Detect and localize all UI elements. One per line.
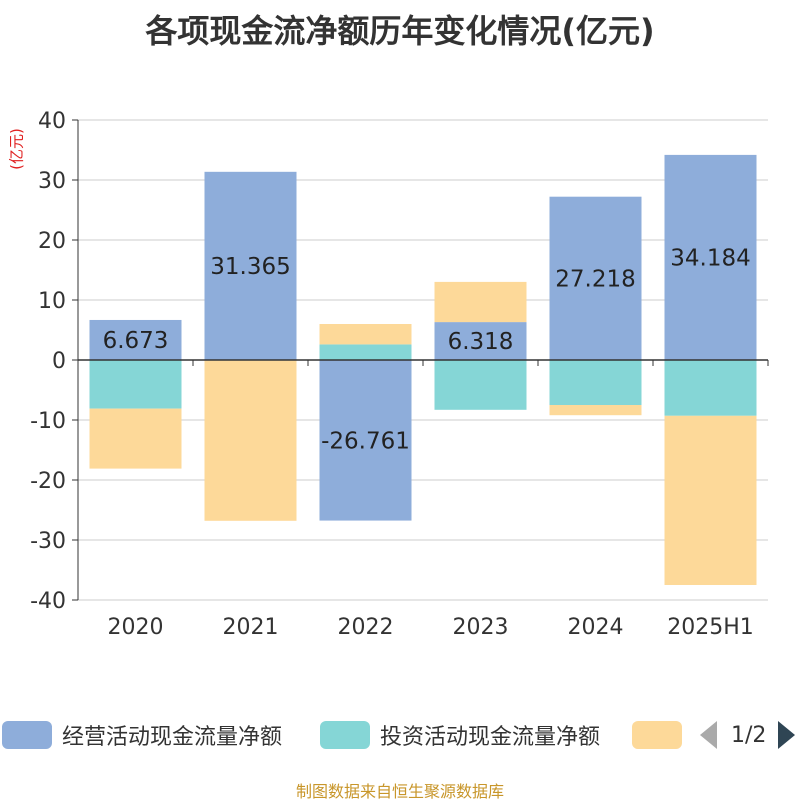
bar-series-0-2022[interactable] [319,360,412,521]
legend-swatch-financing [632,721,682,749]
bar-series-1-2023[interactable] [434,360,527,410]
data-label: 6.318 [448,329,514,355]
bar-chart: 40 30 20 10 0 -10 -20 -30 -40 2020 2021 2022 2023 202… [30,109,769,640]
data-labels: 6.673 31.365 -26.761 6.318 27.218 34.184 [103,245,751,454]
y-tick-label: 0 [52,349,66,374]
bar-series-2-2024[interactable] [549,405,642,416]
x-tick-label: 2023 [453,615,509,640]
x-tick-label: 2025H1 [667,615,754,640]
x-tick-label: 2024 [568,615,624,640]
legend-swatch-investing [320,721,370,749]
legend: 经营活动现金流量净额 投资活动现金流量净额 1/2 [0,715,800,755]
data-label: 6.673 [103,328,169,354]
bar-series-1-2022[interactable] [319,344,412,360]
y-tick-label: -40 [30,589,66,614]
y-tick-label: -10 [30,409,66,434]
bar-series-1-2025H1[interactable] [664,360,757,416]
legend-item-operating[interactable]: 经营活动现金流量净额 [2,715,282,755]
prev-page-icon[interactable] [700,721,717,749]
axes: 40 30 20 10 0 -10 -20 -30 -40 2020 2021 2022 2023 202… [30,109,769,640]
data-label: -26.761 [321,428,410,454]
y-tick-label: 10 [38,289,66,314]
source-note: 制图数据来自恒生聚源数据库 [295,782,504,801]
y-tick-label: 30 [38,169,66,194]
y-tick-label: 20 [38,229,66,254]
bar-series-2-2021[interactable] [204,360,297,521]
bar-series-0-2021[interactable] [204,171,297,360]
y-tick-label: -30 [30,529,66,554]
pager-text: 1/2 [731,722,767,748]
next-page-icon[interactable] [778,721,796,749]
gridlines [78,119,768,601]
x-tick-label: 2021 [223,615,279,640]
bar-series-0-2024[interactable] [549,196,642,360]
bar-series-2-2020[interactable] [89,408,182,469]
bar-series-1-2024[interactable] [549,360,642,405]
chart-title: 各项现金流净额历年变化情况(亿元) [145,12,655,50]
bar-series-1-2020[interactable] [89,360,182,409]
y-tick-label: -20 [30,469,66,494]
bar-series-2-2022[interactable] [319,324,412,345]
bar-series-2-2023[interactable] [434,281,527,323]
bar-series-0-2025H1[interactable] [664,154,757,360]
data-label: 34.184 [670,245,750,271]
data-label: 27.218 [555,266,635,292]
data-label: 31.365 [210,254,290,280]
legend-label-operating: 经营活动现金流量净额 [62,725,283,750]
bar-series-2-2025H1[interactable] [664,415,757,585]
legend-item-financing[interactable] [632,715,682,755]
x-tick-label: 2022 [338,615,394,640]
legend-pager: 1/2 [700,715,796,755]
bars [89,154,757,585]
bar-series-0-2020[interactable] [89,319,182,360]
legend-swatch-operating [2,721,52,749]
y-tick-label: 40 [38,109,66,134]
x-tick-label: 2020 [108,615,164,640]
bar-series-0-2023[interactable] [434,322,527,360]
legend-label-investing: 投资活动现金流量净额 [380,725,601,750]
legend-item-investing[interactable]: 投资活动现金流量净额 [320,715,600,755]
